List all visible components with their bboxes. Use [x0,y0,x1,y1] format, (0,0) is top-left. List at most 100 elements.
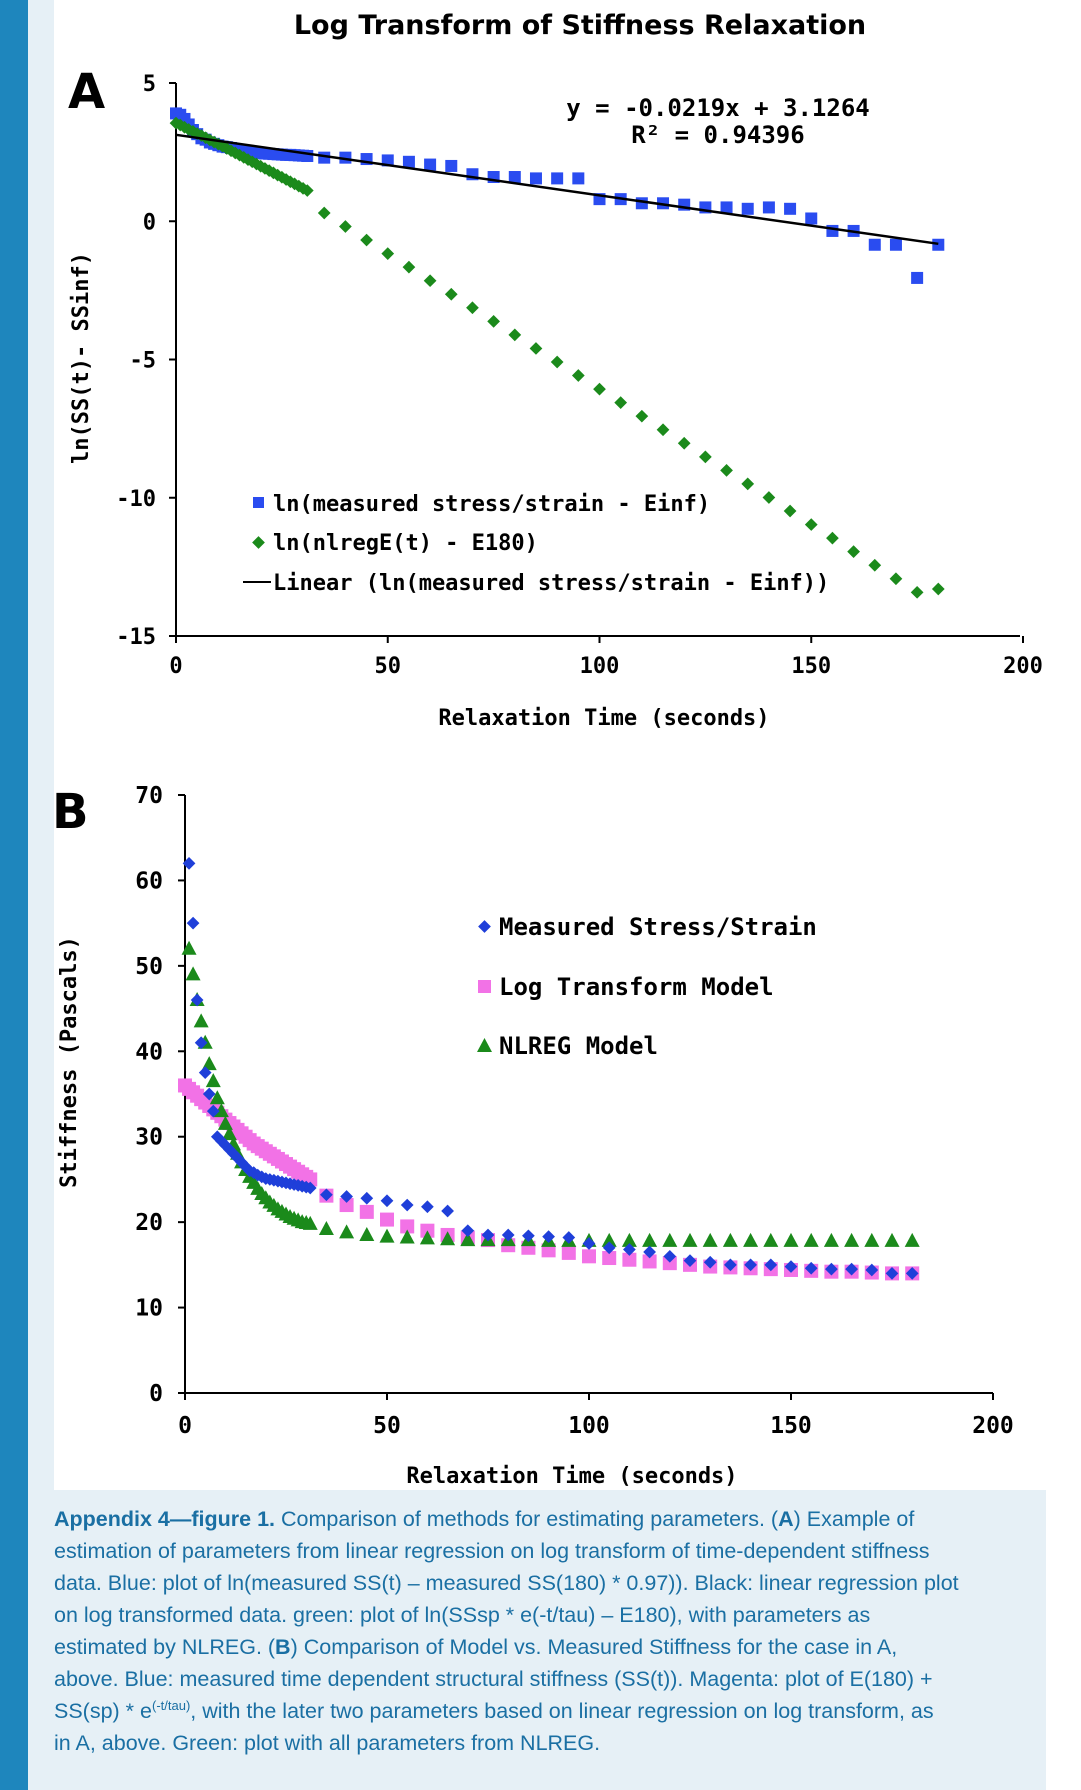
panel-b-point-nlreg-model [181,940,197,955]
panel-b-point-log-model [380,1212,394,1227]
caption-text: ) Comparison of Model vs. Measured Stiff… [290,1635,898,1659]
caption-title: Appendix 4—figure 1. [54,1507,276,1531]
panel-b-point-nlreg-model [221,1126,237,1141]
panel-b-point-measured [360,1191,374,1205]
panel-b-point-log-model [602,1251,617,1266]
panel-b-point-nlreg-model [682,1232,698,1247]
panel-b-point-nlreg-model [763,1232,779,1247]
panel-a-x-tick-label: 0 [169,654,182,679]
panel-b-point-log-model [561,1245,576,1260]
panel-a-point-nlreg [868,558,882,572]
panel-b-point-log-model [400,1219,415,1234]
panel-b-y-tick-label: 60 [135,868,163,894]
panel-b-x-label: Relaxation Time (seconds) [406,1464,737,1489]
panel-b-point-log-model [359,1204,374,1219]
panel-b-point-nlreg-model [743,1232,759,1247]
panel-b-point-nlreg-model [193,1013,209,1028]
panel-b-point-nlreg-model [359,1226,375,1241]
panel-b-point-nlreg-model [217,1115,233,1130]
panel-b-y-tick-label: 0 [149,1381,163,1407]
caption-line-3: data. Blue: plot of ln(measured SS(t) – … [54,1571,959,1595]
legend-b-label-3: NLREG Model [499,1032,658,1060]
panel-b-point-nlreg-model [318,1220,334,1235]
panel-b-y-tick-label: 20 [135,1210,163,1236]
panel-a-point-nlreg [614,396,628,409]
panel-b-y-tick-label: 70 [135,783,163,809]
panel-b-point-log-model [339,1198,354,1213]
panel-b-point-nlreg-model [399,1229,415,1244]
caption-text: estimated by NLREG. ( [54,1635,276,1659]
panel-a-point-measured [889,238,902,251]
panel-a-point-nlreg [339,220,352,233]
panel-b-point-nlreg-model [702,1232,718,1247]
panel-b-letter: B [52,784,89,840]
panel-a-point-nlreg [360,233,373,247]
panel-a-point-nlreg [508,328,522,342]
panel-a-y-tick-label: -5 [130,349,157,374]
panel-b-point-nlreg-model [803,1232,819,1247]
panel-b-point-measured [582,1237,596,1250]
caption-line-6: above. Blue: measured time dependent str… [54,1667,933,1691]
panel-b-point-nlreg-model [722,1232,738,1247]
panel-a-y-tick-label: -10 [116,487,156,512]
panel-b-point-nlreg-model [642,1232,658,1247]
panel-a-point-measured [826,224,839,237]
panel-a-point-measured [805,212,818,225]
panel-b-point-measured [380,1194,394,1208]
panel-a-point-measured [529,172,542,185]
panel-a: A 50-5-10-150 50 100 150 200 y = -0.0219x + … [68,64,1043,731]
panel-a-y-tick-label: 0 [143,210,156,235]
panel-a-y-tick-label: 5 [143,72,156,97]
panel-b-y-tick-label: 30 [135,1125,163,1151]
legend-b-label-1: Measured Stress/Strain [499,913,817,941]
figure-title: Log Transform of Stiffness Relaxation [294,10,866,41]
panel-b-point-log-model [642,1254,657,1269]
panel-a-equation: y = -0.0219x + 3.1264 [566,94,869,122]
panel-a-point-nlreg [656,423,670,437]
panel-a-point-nlreg [466,301,479,315]
panel-b-point-measured [542,1230,555,1244]
panel-a-x-tick-label: 50 [375,654,402,679]
panel-b-point-measured [522,1229,535,1243]
panel-b-point-log-model [582,1249,596,1264]
panel-b-point-nlreg-model [379,1228,395,1243]
panel-a-point-measured [402,155,415,168]
legend-a-marker-green [252,536,265,549]
panel-a-point-nlreg [741,477,755,491]
panel-b-point-nlreg-model [823,1232,839,1247]
caption-text: ) Example of [793,1507,915,1531]
panel-b-point-nlreg-model [440,1231,456,1246]
panel-b-point-nlreg-model [302,1215,318,1230]
panel-b-point-nlreg-model [209,1090,225,1105]
panel-b-legend: Measured Stress/Strain Log Transform Mod… [477,913,817,1060]
panel-a-y-tick-label: -15 [116,625,156,650]
panel-b-point-nlreg-model [621,1232,637,1247]
panel-a-point-nlreg [804,518,818,531]
caption-text: Comparison of methods for estimating par… [275,1507,779,1531]
panel-b-y-tick-label: 10 [135,1296,163,1322]
panel-b-point-nlreg-model [783,1232,799,1247]
panel-a-point-measured [868,238,881,251]
panel-a-point-measured [784,202,797,215]
caption-panel-a-ref: A [778,1507,794,1531]
panel-a-point-nlreg [889,572,903,586]
left-accent-bar [0,0,28,1790]
legend-b-marker-blue [478,920,491,933]
legend-b-marker-magenta [478,980,491,993]
panel-a-point-nlreg [317,206,331,220]
panel-a-point-nlreg [571,369,585,382]
caption-superscript: (-t/tau) [151,1698,191,1713]
panel-b-point-measured [400,1198,414,1212]
panel-a-point-measured [508,171,521,184]
panel-a-r2: R² = 0.94396 [631,121,804,149]
panel-a-point-nlreg [826,531,839,545]
caption-line-1: Appendix 4—figure 1. Comparison of metho… [54,1503,1044,1535]
panel-b-x-tick-label: 150 [770,1413,812,1439]
panel-b-point-measured [186,916,200,930]
panel-a-point-nlreg [931,582,945,596]
panel-b-point-nlreg-model [460,1232,476,1247]
panel-a-point-measured [424,158,437,171]
panel-b-point-log-model [662,1256,677,1271]
panel-b-y-label: Stiffness (Pascals) [57,936,82,1188]
